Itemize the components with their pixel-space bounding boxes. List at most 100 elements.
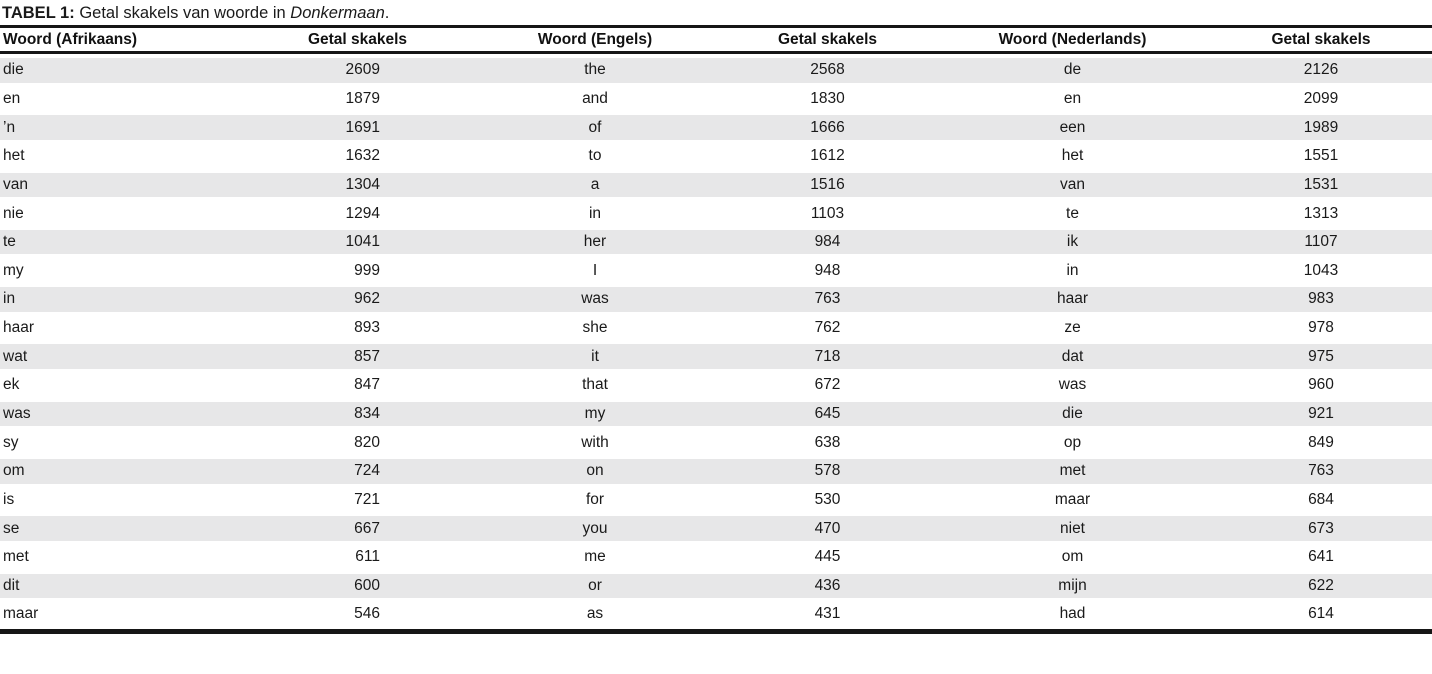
- table-body: die 2609 the 2568 de 2126 en 1879 and 1830 en 2099’…: [0, 54, 1432, 629]
- word-cell: was: [0, 397, 265, 430]
- table-row: was 834 my 645 die 921: [0, 397, 1432, 430]
- table-caption-label: TABEL 1:: [2, 4, 75, 22]
- table-row: ek 847 that 672 was 960: [0, 369, 1432, 401]
- count-cell: 999: [265, 254, 450, 287]
- count-cell: 1041: [265, 225, 450, 258]
- table-row: sy 820 with 638 op 849: [0, 426, 1432, 458]
- count-cell: 1612: [740, 139, 915, 172]
- table-row: dit 600 or 436 mijn 622: [0, 569, 1432, 602]
- word-cell: had: [915, 598, 1230, 629]
- word-cell: in: [915, 254, 1230, 287]
- word-cell: her: [450, 225, 740, 258]
- word-cell: was: [915, 369, 1230, 401]
- word-cell: te: [915, 197, 1230, 229]
- count-cell: 921: [1230, 397, 1432, 430]
- count-cell: 436: [740, 569, 915, 602]
- count-cell: 672: [740, 369, 915, 401]
- table-row: die 2609 the 2568 de 2126: [0, 54, 1432, 86]
- word-cell: een: [915, 111, 1230, 143]
- count-cell: 2609: [265, 54, 450, 86]
- count-cell: 1313: [1230, 197, 1432, 229]
- table-row: met 611 me 445 om 641: [0, 540, 1432, 573]
- word-cell: dat: [915, 340, 1230, 373]
- table-row: het 1632 to 1612 het 1551: [0, 139, 1432, 172]
- word-cell: van: [0, 168, 265, 201]
- word-cell: for: [450, 483, 740, 516]
- table-bottom-rule: [0, 628, 1432, 634]
- count-cell: 1879: [265, 82, 450, 115]
- word-cell: you: [450, 512, 740, 544]
- count-cell: 820: [265, 426, 450, 458]
- word-cell: ’n: [0, 111, 265, 143]
- count-cell: 1691: [265, 111, 450, 143]
- word-cell: die: [0, 54, 265, 86]
- count-cell: 984: [740, 225, 915, 258]
- word-frequency-table: Woord (Afrikaans) Getal skakels Woord (E…: [0, 28, 1432, 51]
- word-cell: it: [450, 340, 740, 373]
- table-row: maar 546 as 431 had 614: [0, 598, 1432, 629]
- word-cell: ik: [915, 225, 1230, 258]
- word-cell: met: [0, 540, 265, 573]
- table-header: Woord (Afrikaans) Getal skakels Woord (E…: [0, 28, 1432, 51]
- count-cell: 614: [1230, 598, 1432, 629]
- count-cell: 530: [740, 483, 915, 516]
- count-cell: 978: [1230, 311, 1432, 344]
- word-cell: en: [915, 82, 1230, 115]
- word-cell: with: [450, 426, 740, 458]
- word-cell: om: [915, 540, 1230, 573]
- word-cell: in: [450, 197, 740, 229]
- word-cell: ek: [0, 369, 265, 401]
- count-cell: 849: [1230, 426, 1432, 458]
- count-cell: 1304: [265, 168, 450, 201]
- word-cell: te: [0, 225, 265, 258]
- word-cell: she: [450, 311, 740, 344]
- count-cell: 718: [740, 340, 915, 373]
- word-cell: I: [450, 254, 740, 287]
- count-cell: 1043: [1230, 254, 1432, 287]
- word-cell: that: [450, 369, 740, 401]
- count-cell: 1632: [265, 139, 450, 172]
- count-cell: 578: [740, 454, 915, 487]
- count-cell: 622: [1230, 569, 1432, 602]
- count-cell: 762: [740, 311, 915, 344]
- count-cell: 1551: [1230, 139, 1432, 172]
- word-cell: ze: [915, 311, 1230, 344]
- column-header-getal-skakels-engels: Getal skakels: [777, 30, 878, 48]
- word-cell: was: [450, 283, 740, 315]
- word-cell: as: [450, 598, 740, 629]
- count-cell: 431: [740, 598, 915, 629]
- table-caption-text: Getal skakels van woorde in: [79, 4, 286, 22]
- count-cell: 600: [265, 569, 450, 602]
- count-cell: 834: [265, 397, 450, 430]
- word-cell: het: [0, 139, 265, 172]
- word-cell: to: [450, 139, 740, 172]
- count-cell: 763: [1230, 454, 1432, 487]
- word-frequency-table-body: die 2609 the 2568 de 2126 en 1879 and 1830 en 2099’…: [0, 54, 1432, 629]
- table-caption: TABEL 1: Getal skakels van woorde in Don…: [0, 0, 1432, 25]
- count-cell: 667: [265, 512, 450, 544]
- table-row: en 1879 and 1830 en 2099: [0, 82, 1432, 115]
- count-cell: 684: [1230, 483, 1432, 516]
- count-cell: 641: [1230, 540, 1432, 573]
- table-row: te 1041 her 984 ik 1107: [0, 225, 1432, 258]
- column-header-woord-afrikaans: Woord (Afrikaans): [3, 30, 138, 48]
- word-cell: nie: [0, 197, 265, 229]
- table-header-row: Woord (Afrikaans) Getal skakels Woord (E…: [0, 28, 1432, 51]
- column-header-woord-nederlands: Woord (Nederlands): [998, 30, 1147, 48]
- column-header-getal-skakels-afrikaans: Getal skakels: [307, 30, 408, 48]
- word-cell: maar: [0, 598, 265, 629]
- word-cell: the: [450, 54, 740, 86]
- word-cell: se: [0, 512, 265, 544]
- word-cell: met: [915, 454, 1230, 487]
- count-cell: 975: [1230, 340, 1432, 373]
- word-cell: in: [0, 283, 265, 315]
- count-cell: 2568: [740, 54, 915, 86]
- word-cell: on: [450, 454, 740, 487]
- count-cell: 673: [1230, 512, 1432, 544]
- word-cell: wat: [0, 340, 265, 373]
- count-cell: 1531: [1230, 168, 1432, 201]
- table-row: haar 893 she 762 ze 978: [0, 311, 1432, 344]
- column-header-woord-engels: Woord (Engels): [537, 30, 653, 48]
- count-cell: 2126: [1230, 54, 1432, 86]
- word-cell: om: [0, 454, 265, 487]
